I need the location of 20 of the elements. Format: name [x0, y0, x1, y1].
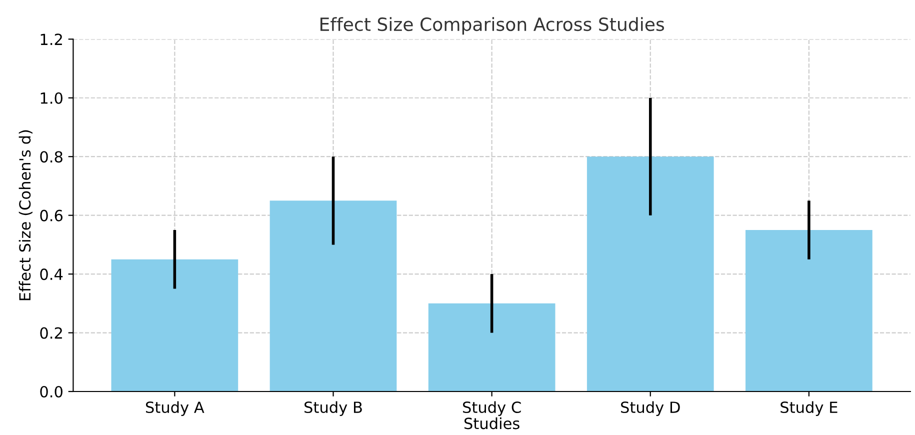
- y-axis-title: Effect Size (Cohen's d): [18, 130, 32, 300]
- y-tick-label: 1.0: [40, 92, 62, 104]
- x-tick-label: Study B: [304, 401, 362, 416]
- y-tick-label: 0.6: [40, 210, 63, 222]
- y-tick-label: 0.0: [40, 386, 62, 398]
- chart-title: Effect Size Comparison Across Studies: [320, 17, 664, 35]
- bar: [586, 156, 714, 392]
- x-tick-label: Study E: [780, 401, 838, 416]
- bar: [111, 259, 238, 392]
- bar: [270, 200, 397, 392]
- x-tick-label: Study A: [146, 401, 204, 416]
- x-axis-title: Studies: [464, 417, 520, 430]
- y-tick-label: 0.8: [40, 151, 62, 163]
- x-tick-label: Study C: [463, 401, 521, 416]
- y-tick-label: 0.4: [40, 268, 63, 280]
- bar: [746, 230, 872, 392]
- bar: [428, 303, 556, 392]
- x-tick-label: Study D: [621, 401, 680, 416]
- y-tick-label: 1.2: [40, 34, 62, 45]
- y-tick-label: 0.2: [40, 327, 62, 339]
